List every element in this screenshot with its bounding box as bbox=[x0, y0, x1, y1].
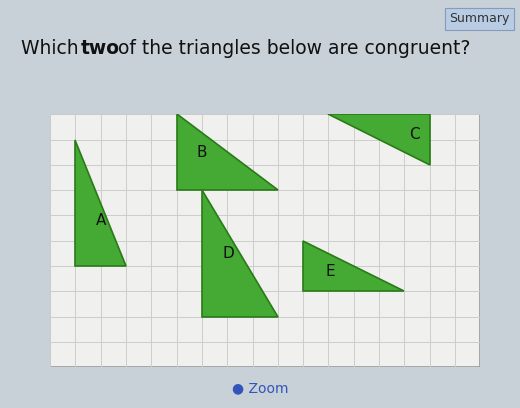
Polygon shape bbox=[202, 190, 278, 317]
Polygon shape bbox=[75, 140, 126, 266]
Text: D: D bbox=[222, 246, 234, 261]
Text: E: E bbox=[326, 264, 335, 279]
Text: B: B bbox=[197, 145, 207, 160]
Text: Which: Which bbox=[21, 40, 84, 58]
Text: Summary: Summary bbox=[449, 12, 510, 25]
Text: A: A bbox=[96, 213, 106, 228]
Polygon shape bbox=[177, 114, 278, 190]
Polygon shape bbox=[303, 241, 405, 291]
Text: two: two bbox=[81, 40, 120, 58]
Polygon shape bbox=[329, 114, 430, 165]
Text: ● Zoom: ● Zoom bbox=[232, 382, 288, 396]
Text: C: C bbox=[409, 127, 420, 142]
Text: of the triangles below are congruent?: of the triangles below are congruent? bbox=[112, 40, 470, 58]
